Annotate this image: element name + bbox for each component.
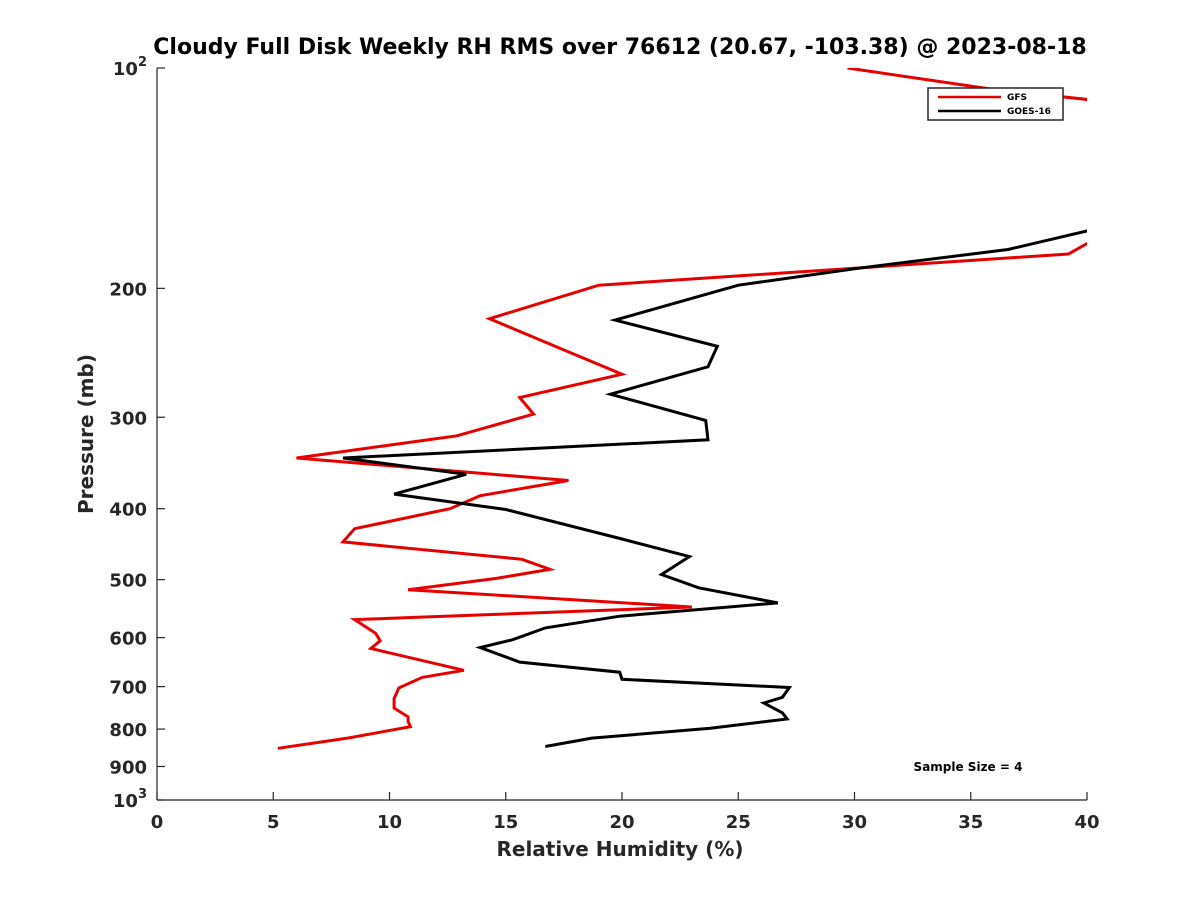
x-tick-label: 20: [609, 812, 634, 833]
x-axis-ticks: 0 5 10 15 20 25 30 35 40: [151, 792, 1100, 833]
x-tick-label: 10: [377, 812, 402, 833]
y-tick-label: 300: [109, 408, 147, 429]
y-tick-label: 800: [109, 720, 147, 741]
chart-title: Cloudy Full Disk Weekly RH RMS over 7661…: [153, 35, 1086, 60]
sample-size-annotation: Sample Size = 4: [914, 760, 1023, 774]
y-axis-ticks: 102 200 300 400 500 600 700 800 900 103: [109, 55, 165, 812]
y-tick-label: 102: [113, 55, 147, 80]
series-line-goes16: [342, 229, 1087, 748]
x-axis-label: Relative Humidity (%): [496, 837, 743, 861]
y-tick-label: 700: [109, 678, 147, 699]
y-tick-label: 400: [109, 500, 147, 521]
x-tick-label: 0: [151, 812, 164, 833]
x-tick-label: 5: [267, 812, 280, 833]
y-tick-label: 500: [109, 571, 147, 592]
legend-label-gfs: GFS: [1007, 93, 1027, 103]
y-tick-label: 200: [109, 279, 147, 300]
y-axis-label: Pressure (mb): [74, 354, 98, 514]
x-tick-label: 30: [842, 812, 867, 833]
x-tick-label: 15: [493, 812, 518, 833]
series-layer: [277, 68, 1087, 750]
x-tick-label: 25: [726, 812, 751, 833]
series-line-gfs: [277, 68, 1087, 750]
x-tick-label: 35: [958, 812, 983, 833]
y-tick-label: 600: [109, 629, 147, 650]
legend-box: [927, 87, 1064, 121]
x-tick-label: 40: [1074, 812, 1099, 833]
y-tick-label: 103: [113, 787, 147, 812]
y-tick-label: 900: [109, 758, 147, 779]
legend-label-goes16: GOES-16: [1007, 107, 1051, 117]
legend: GFS GOES-16: [927, 87, 1064, 121]
